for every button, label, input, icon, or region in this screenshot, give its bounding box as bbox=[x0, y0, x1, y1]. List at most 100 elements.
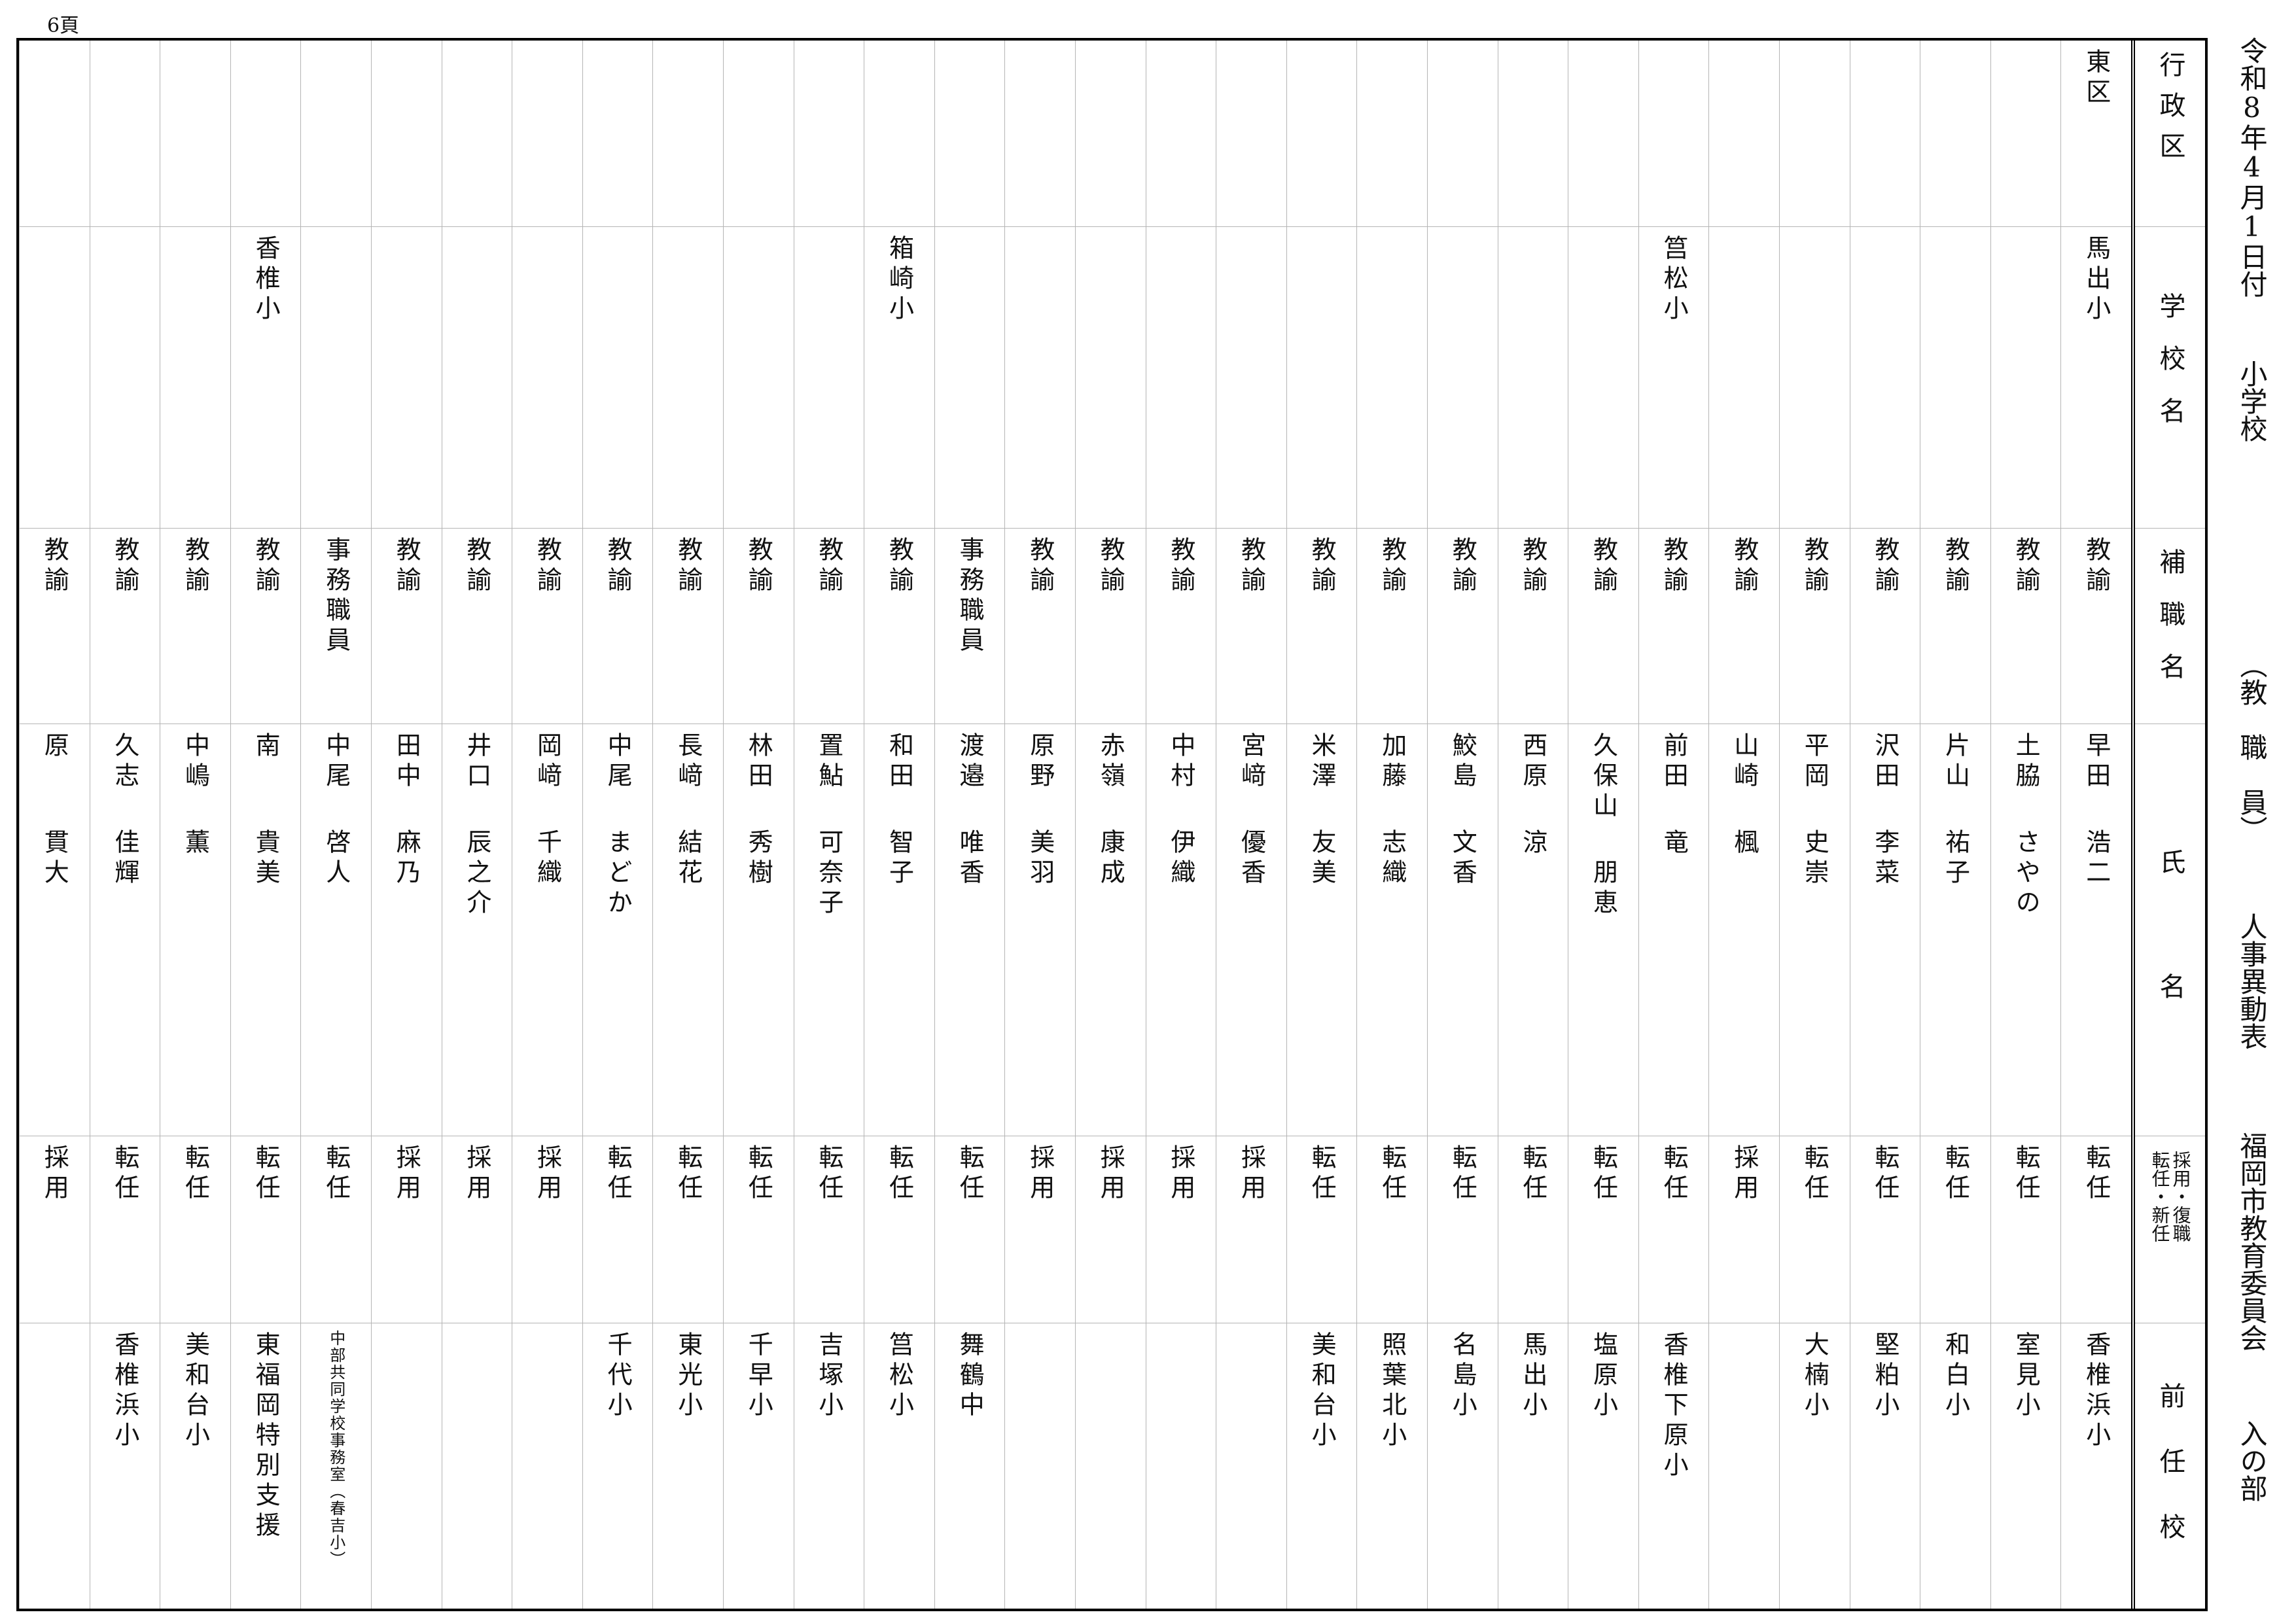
given-name: 智子 bbox=[885, 829, 914, 889]
family-name: 南 bbox=[251, 732, 281, 762]
table-column: 事務職員 中尾 啓人 転任 中部共同学校事務室（春吉小） bbox=[300, 41, 371, 1609]
given-name: 貴美 bbox=[251, 829, 281, 889]
type-text: 採用 bbox=[1096, 1144, 1125, 1204]
title-section: 入の部 bbox=[2236, 1420, 2268, 1502]
family-name: 鮫島 bbox=[1448, 732, 1477, 792]
previous-text: 大楠小 bbox=[1800, 1331, 1829, 1422]
cell-ward bbox=[442, 41, 512, 226]
family-name: 米澤 bbox=[1307, 732, 1337, 792]
position-text: 教諭 bbox=[1589, 536, 1618, 597]
cell-ward bbox=[724, 41, 794, 226]
position-text: 教諭 bbox=[885, 536, 914, 597]
cell-name: 土脇 さやの bbox=[1990, 724, 2061, 1136]
cell-school bbox=[1005, 226, 1075, 528]
ward-text: 東区 bbox=[2081, 48, 2111, 109]
cell-school bbox=[1709, 226, 1779, 528]
cell-name: 長﨑 結花 bbox=[653, 724, 723, 1136]
school-text: 香椎小 bbox=[251, 235, 281, 325]
cell-previous: 大楠小 bbox=[1780, 1323, 1850, 1614]
given-name: 浩二 bbox=[2081, 829, 2111, 889]
given-name: 啓人 bbox=[321, 829, 351, 889]
given-name: 結花 bbox=[673, 829, 703, 889]
cell-school bbox=[934, 226, 1005, 528]
cell-type: 転任 bbox=[1920, 1136, 1990, 1323]
cell-ward bbox=[1076, 41, 1146, 226]
given-name: さやの bbox=[2011, 829, 2041, 919]
cell-ward bbox=[90, 41, 160, 226]
previous-text: 美和台小 bbox=[181, 1331, 210, 1452]
table-column: 筥松小 教諭 前田竜転任 香椎下原小 bbox=[1638, 41, 1709, 1609]
type-text: 転任 bbox=[1800, 1144, 1829, 1204]
cell-school bbox=[1990, 226, 2061, 528]
cell-type: 転任 bbox=[864, 1136, 934, 1323]
cell-position: 教諭 bbox=[653, 528, 723, 724]
family-name: 前田 bbox=[1659, 732, 1689, 792]
cell-school bbox=[794, 226, 864, 528]
cell-ward bbox=[1498, 41, 1568, 226]
given-name: 楓 bbox=[1729, 829, 1759, 859]
cell-position: 教諭 bbox=[20, 528, 90, 724]
given-name: 可奈子 bbox=[814, 829, 843, 919]
family-name: 西原 bbox=[1518, 732, 1547, 792]
family-name: 田中 bbox=[392, 732, 421, 792]
family-name: 置鮎 bbox=[814, 732, 843, 792]
header-column: 行政区 学校名 補職名 氏名 採用・復職 転任・新任 前任校 bbox=[2131, 41, 2205, 1609]
table-column: 教諭 加藤 志織 転任 照葉北小 bbox=[1356, 41, 1427, 1609]
cell-ward bbox=[301, 41, 371, 226]
given-name: 史崇 bbox=[1800, 829, 1829, 889]
given-name: 志織 bbox=[1377, 829, 1407, 889]
header-previous-label: 前任校 bbox=[2155, 1382, 2185, 1579]
cell-previous bbox=[1709, 1323, 1779, 1614]
position-text: 教諭 bbox=[1025, 536, 1055, 597]
table-column: 教諭 山崎楓採用 bbox=[1708, 41, 1779, 1609]
cell-previous: 堅粕小 bbox=[1850, 1323, 1920, 1614]
table-column: 教諭西原涼転任馬出小 bbox=[1497, 41, 1568, 1609]
cell-school bbox=[372, 226, 442, 528]
previous-text: 馬出小 bbox=[1518, 1331, 1547, 1422]
cell-previous: 舞鶴中 bbox=[934, 1323, 1005, 1614]
family-name: 宮﨑 bbox=[1237, 732, 1266, 792]
cell-type: 転任 bbox=[90, 1136, 160, 1323]
given-name: 佳輝 bbox=[110, 829, 139, 889]
header-position: 補職名 bbox=[2135, 528, 2205, 724]
cell-position: 教諭 bbox=[372, 528, 442, 724]
type-text: 転任 bbox=[673, 1144, 703, 1204]
cell-school bbox=[1498, 226, 1568, 528]
cell-name: 中尾 まどか bbox=[582, 724, 653, 1136]
position-text: 教諭 bbox=[1659, 536, 1689, 597]
cell-ward bbox=[653, 41, 723, 226]
title-staff: （教 職 員） bbox=[2236, 651, 2268, 843]
given-name: 伊織 bbox=[1166, 829, 1195, 889]
cell-previous: 照葉北小 bbox=[1357, 1323, 1427, 1614]
given-name: 秀樹 bbox=[744, 829, 773, 889]
cell-school bbox=[1357, 226, 1427, 528]
type-text: 転任 bbox=[603, 1144, 633, 1204]
cell-type: 転任 bbox=[582, 1136, 653, 1323]
cell-position: 教諭 bbox=[794, 528, 864, 724]
cell-name: 中嶋薫 bbox=[160, 724, 230, 1136]
cell-previous: 千代小 bbox=[582, 1323, 653, 1614]
cell-type: 転任 bbox=[934, 1136, 1005, 1323]
cell-previous: 和白小 bbox=[1920, 1323, 1990, 1614]
position-text: 教諭 bbox=[40, 536, 69, 597]
cell-school bbox=[90, 226, 160, 528]
cell-ward bbox=[160, 41, 230, 226]
cell-type: 採用 bbox=[1709, 1136, 1779, 1323]
type-text: 転任 bbox=[1448, 1144, 1477, 1204]
family-name: 渡邉 bbox=[955, 732, 985, 792]
position-text: 教諭 bbox=[2011, 536, 2041, 597]
cell-previous bbox=[1146, 1323, 1216, 1614]
family-name: 土脇 bbox=[2011, 732, 2041, 792]
cell-position: 教諭 bbox=[1638, 528, 1709, 724]
type-text: 転任 bbox=[1518, 1144, 1547, 1204]
cell-name: 田中 麻乃 bbox=[372, 724, 442, 1136]
cell-name: 和田 智子 bbox=[864, 724, 934, 1136]
position-text: 教諭 bbox=[392, 536, 421, 597]
cell-position: 事務職員 bbox=[301, 528, 371, 724]
previous-text: 香椎浜小 bbox=[110, 1331, 139, 1452]
position-text: 教諭 bbox=[1518, 536, 1547, 597]
type-text: 転任 bbox=[744, 1144, 773, 1204]
cell-name: 米澤 友美 bbox=[1286, 724, 1357, 1136]
previous-text: 美和台小 bbox=[1307, 1331, 1337, 1452]
cell-name: 西原涼 bbox=[1498, 724, 1568, 1136]
